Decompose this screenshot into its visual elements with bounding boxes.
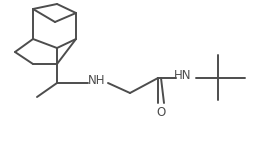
Text: HN: HN bbox=[174, 68, 192, 81]
Text: O: O bbox=[156, 106, 166, 119]
Text: NH: NH bbox=[88, 74, 106, 86]
